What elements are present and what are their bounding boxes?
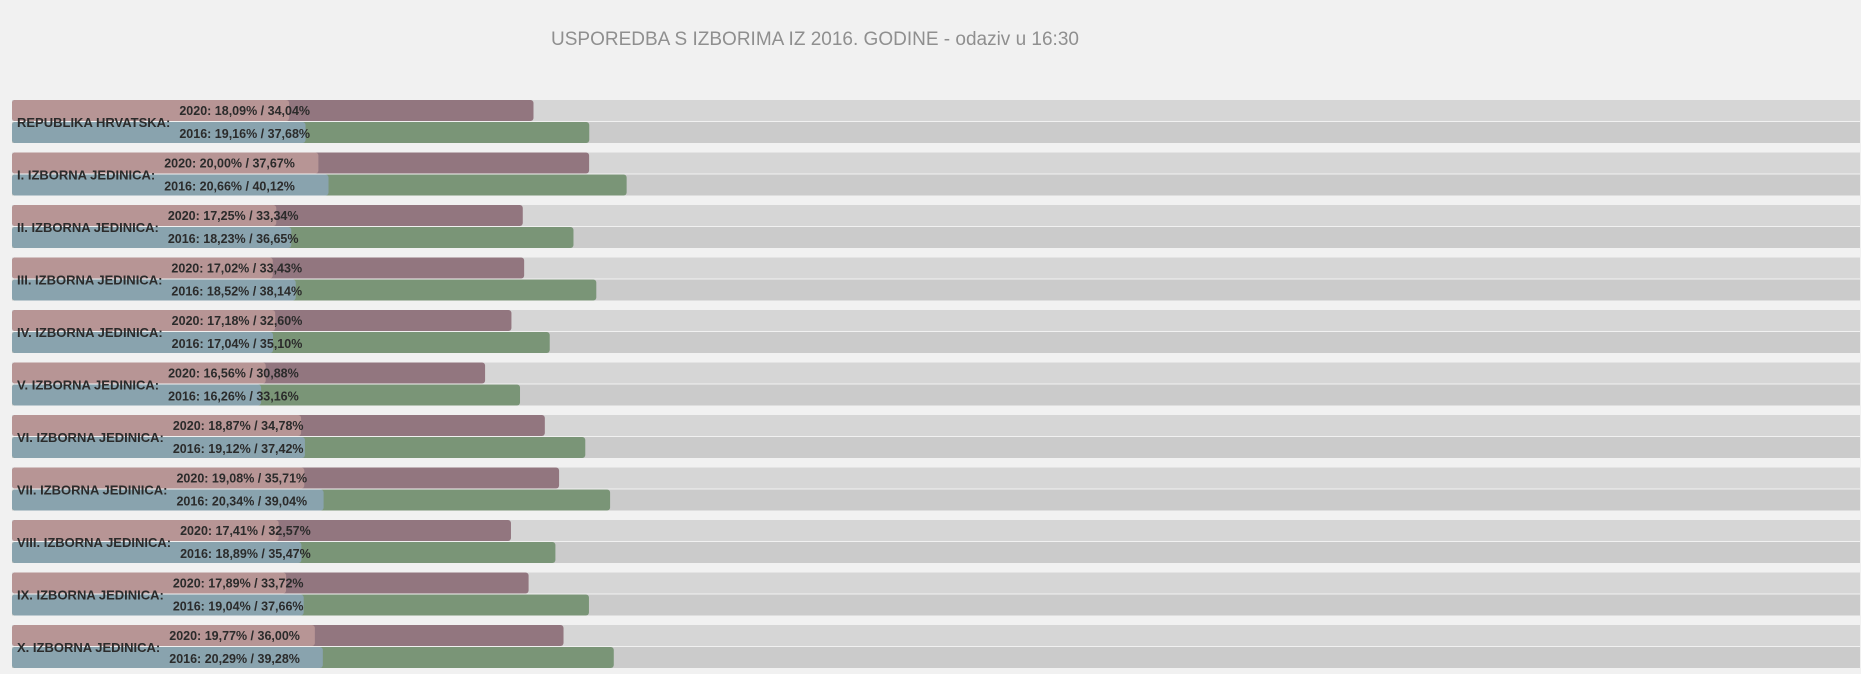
bar-2016-first	[12, 122, 306, 143]
data-label-2016: 2016: 18,89% / 35,47%	[180, 547, 311, 561]
bar-2016-first	[12, 594, 304, 616]
bar-2016-first	[12, 647, 323, 668]
bar-2020-first	[12, 152, 319, 174]
bar-2020-first	[12, 310, 276, 331]
data-label-2016: 2016: 20,29% / 39,28%	[169, 652, 300, 666]
bar-2016-first	[12, 279, 296, 301]
data-label-2016: 2016: 16,26% / 33,16%	[168, 390, 299, 404]
data-label-2016: 2016: 19,12% / 37,42%	[173, 442, 304, 456]
bar-2016-first	[12, 174, 329, 196]
bar-2020-first	[12, 362, 266, 384]
data-label-2020: 2020: 17,89% / 33,72%	[173, 577, 304, 591]
data-label-2016: 2016: 18,52% / 38,14%	[171, 285, 302, 299]
category-label: II. IZBORNA JEDINICA:	[17, 220, 159, 235]
data-label-2020: 2020: 18,87% / 34,78%	[173, 419, 304, 433]
category-label: VI. IZBORNA JEDINICA:	[17, 430, 164, 445]
category-label: IV. IZBORNA JEDINICA:	[17, 325, 163, 340]
data-label-2020: 2020: 17,02% / 33,43%	[171, 262, 302, 276]
bar-2020-first	[12, 625, 315, 646]
data-label-2020: 2020: 17,18% / 32,60%	[172, 314, 303, 328]
data-label-2020: 2020: 17,25% / 33,34%	[168, 209, 299, 223]
data-label-2020: 2020: 17,41% / 32,57%	[180, 524, 311, 538]
data-label-2016: 2016: 17,04% / 35,10%	[172, 337, 303, 351]
data-label-2020: 2020: 20,00% / 37,67%	[164, 157, 295, 171]
data-label-2020: 2020: 19,77% / 36,00%	[169, 629, 300, 643]
bar-2016-first	[12, 542, 302, 563]
bar-2020-first	[12, 520, 279, 541]
category-label: VII. IZBORNA JEDINICA:	[17, 483, 167, 498]
category-label: V. IZBORNA JEDINICA:	[17, 378, 159, 393]
bar-2020-first	[12, 467, 305, 489]
bar-2020-first	[12, 205, 277, 226]
category-label: I. IZBORNA JEDINICA:	[17, 168, 155, 183]
data-label-2020: 2020: 18,09% / 34,04%	[179, 104, 310, 118]
bar-2016-first	[12, 332, 274, 353]
bar-2020-first	[12, 415, 302, 436]
category-label: III. IZBORNA JEDINICA:	[17, 273, 162, 288]
data-label-2016: 2016: 19,04% / 37,66%	[173, 600, 304, 614]
data-label-2020: 2020: 16,56% / 30,88%	[168, 367, 299, 381]
bar-2016-first	[12, 227, 292, 248]
bar-2016-first	[12, 384, 262, 406]
data-label-2016: 2016: 19,16% / 37,68%	[179, 127, 310, 141]
category-label: X. IZBORNA JEDINICA:	[17, 640, 160, 655]
category-label: REPUBLIKA HRVATSKA:	[17, 115, 170, 130]
bar-2020-first	[12, 100, 290, 121]
bar-2020-first	[12, 257, 273, 279]
data-label-2016: 2016: 20,34% / 39,04%	[176, 495, 307, 509]
bar-2020-first	[12, 572, 287, 594]
data-label-2016: 2016: 18,23% / 36,65%	[168, 232, 299, 246]
data-label-2020: 2020: 19,08% / 35,71%	[176, 472, 307, 486]
data-label-2016: 2016: 20,66% / 40,12%	[164, 180, 295, 194]
category-label: IX. IZBORNA JEDINICA:	[17, 588, 164, 603]
category-label: VIII. IZBORNA JEDINICA:	[17, 535, 171, 550]
bar-2016-first	[12, 489, 324, 511]
bar-2016-first	[12, 437, 305, 458]
page-title: USPOREDBA S IZBORIMA IZ 2016. GODINE - o…	[551, 29, 1079, 50]
